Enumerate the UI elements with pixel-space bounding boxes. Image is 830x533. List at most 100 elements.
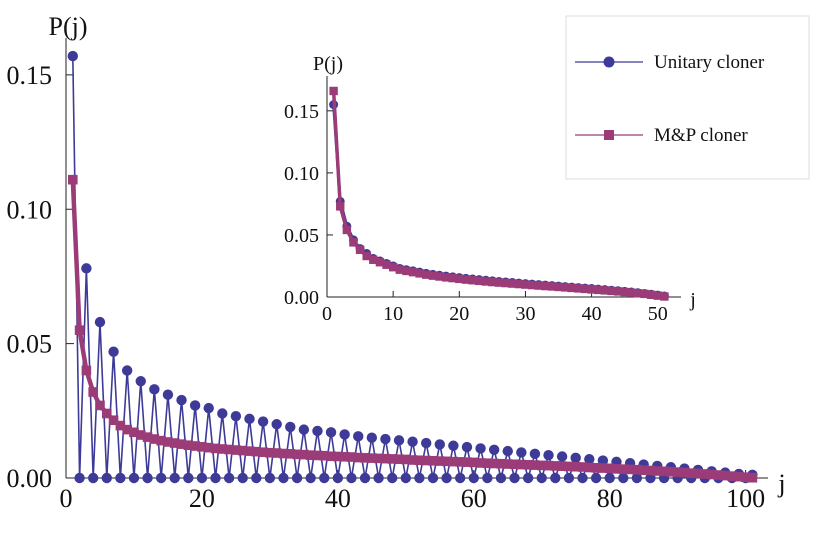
inset-point-mp — [342, 225, 352, 235]
inset-point-mp — [415, 269, 424, 278]
main-point-mp — [285, 449, 296, 459]
main-point-unitary — [543, 449, 554, 461]
main-x-tick-label: 20 — [189, 484, 215, 513]
main-point-unitary — [108, 346, 119, 357]
main-point-unitary — [278, 472, 289, 484]
main-point-mp — [401, 454, 411, 465]
main-x-tick-label: 60 — [461, 484, 487, 513]
legend-marker-mp — [604, 130, 614, 140]
inset-point-mp — [435, 272, 444, 281]
main-point-mp — [210, 443, 221, 454]
inset-point-mp — [448, 273, 457, 283]
legend-marker-unitary — [603, 56, 615, 68]
main-point-mp — [367, 453, 377, 463]
main-point-unitary — [115, 472, 126, 484]
main-y-axis-label: P(j) — [49, 12, 88, 41]
main-point-mp — [299, 449, 309, 460]
main-point-unitary — [393, 435, 405, 446]
main-point-unitary — [312, 425, 323, 437]
inset-point-mp — [521, 280, 530, 289]
inset-point-mp — [580, 284, 590, 294]
legend-label-unitary: Unitary cloner — [654, 52, 765, 73]
inset-point-mp — [633, 289, 643, 298]
inset-point-mp — [349, 238, 358, 247]
main-point-unitary — [251, 472, 262, 484]
inset-point-mp — [375, 258, 385, 267]
main-point-mp — [734, 471, 744, 482]
main-point-mp — [706, 469, 717, 480]
main-point-unitary — [121, 365, 133, 376]
main-point-mp — [550, 461, 561, 471]
main-point-mp — [244, 446, 255, 456]
main-point-mp — [353, 452, 364, 463]
main-point-mp — [67, 174, 78, 185]
main-point-unitary — [359, 472, 371, 484]
main-point-mp — [659, 466, 669, 477]
main-point-mp — [570, 461, 581, 472]
inset-point-mp — [461, 275, 471, 284]
main-point-unitary — [210, 472, 221, 484]
inset-point-mp — [494, 278, 504, 287]
inset-y-tick-label: 0.00 — [284, 287, 319, 309]
main-point-mp — [638, 465, 649, 476]
main-point-mp — [333, 451, 343, 462]
main-point-mp — [129, 427, 139, 438]
main-point-mp — [190, 441, 200, 451]
inset-point-mp — [534, 281, 543, 290]
main-y-tick-label: 0.15 — [7, 61, 53, 90]
main-point-unitary — [502, 445, 513, 457]
main-point-mp — [217, 444, 228, 454]
main-point-mp — [163, 437, 173, 447]
main-point-mp — [700, 469, 710, 479]
main-point-mp — [672, 467, 683, 477]
main-point-unitary — [570, 452, 581, 464]
main-x-tick-label: 80 — [597, 484, 623, 513]
main-point-unitary — [298, 424, 310, 435]
main-point-unitary — [128, 472, 140, 484]
main-point-mp — [604, 463, 615, 474]
main-point-unitary — [332, 472, 344, 484]
inset-point-mp — [646, 290, 656, 299]
inset-y-tick-label: 0.15 — [284, 101, 319, 123]
main-point-mp — [251, 446, 262, 457]
main-point-mp — [482, 458, 493, 469]
main-point-unitary — [203, 402, 214, 414]
main-point-unitary — [366, 432, 378, 443]
main-y-tick-label: 0.05 — [7, 330, 53, 359]
main-point-unitary — [230, 410, 242, 422]
main-point-unitary — [305, 472, 316, 484]
main-point-unitary — [475, 443, 486, 454]
main-point-unitary — [482, 472, 493, 484]
main-point-mp — [319, 450, 330, 461]
inset-point-mp — [402, 266, 411, 276]
main-point-unitary — [461, 441, 473, 453]
inset-y-axis-label: P(j) — [313, 53, 343, 75]
main-point-mp — [271, 448, 282, 458]
inset-x-tick-label: 0 — [322, 303, 332, 325]
main-point-mp — [360, 453, 370, 463]
inset-x-axis-label: j — [689, 289, 696, 311]
main-point-mp — [387, 454, 398, 464]
main-point-mp — [305, 450, 316, 460]
main-point-unitary — [563, 472, 575, 484]
main-point-unitary — [244, 413, 255, 425]
main-point-mp — [74, 325, 85, 335]
main-point-mp — [598, 463, 608, 473]
main-point-unitary — [67, 50, 78, 62]
main-point-mp — [455, 457, 465, 467]
inset-point-mp — [541, 281, 550, 291]
inset-point-mp — [567, 283, 576, 293]
main-point-unitary — [217, 408, 228, 419]
main-point-unitary — [101, 472, 112, 484]
main-point-mp — [156, 435, 166, 446]
inset-y-tick-label: 0.05 — [284, 225, 319, 247]
main-point-unitary — [271, 419, 282, 430]
inset-point-mp — [362, 251, 371, 261]
main-point-mp — [557, 461, 567, 471]
inset-x-tick-label: 30 — [515, 303, 535, 325]
main-point-mp — [727, 471, 737, 481]
main-point-mp — [516, 459, 527, 470]
inset-point-mp — [574, 284, 583, 293]
inset-x-tick-label: 10 — [383, 303, 403, 325]
